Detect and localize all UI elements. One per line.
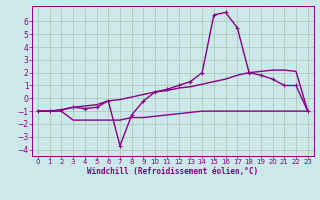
X-axis label: Windchill (Refroidissement éolien,°C): Windchill (Refroidissement éolien,°C) bbox=[87, 167, 258, 176]
